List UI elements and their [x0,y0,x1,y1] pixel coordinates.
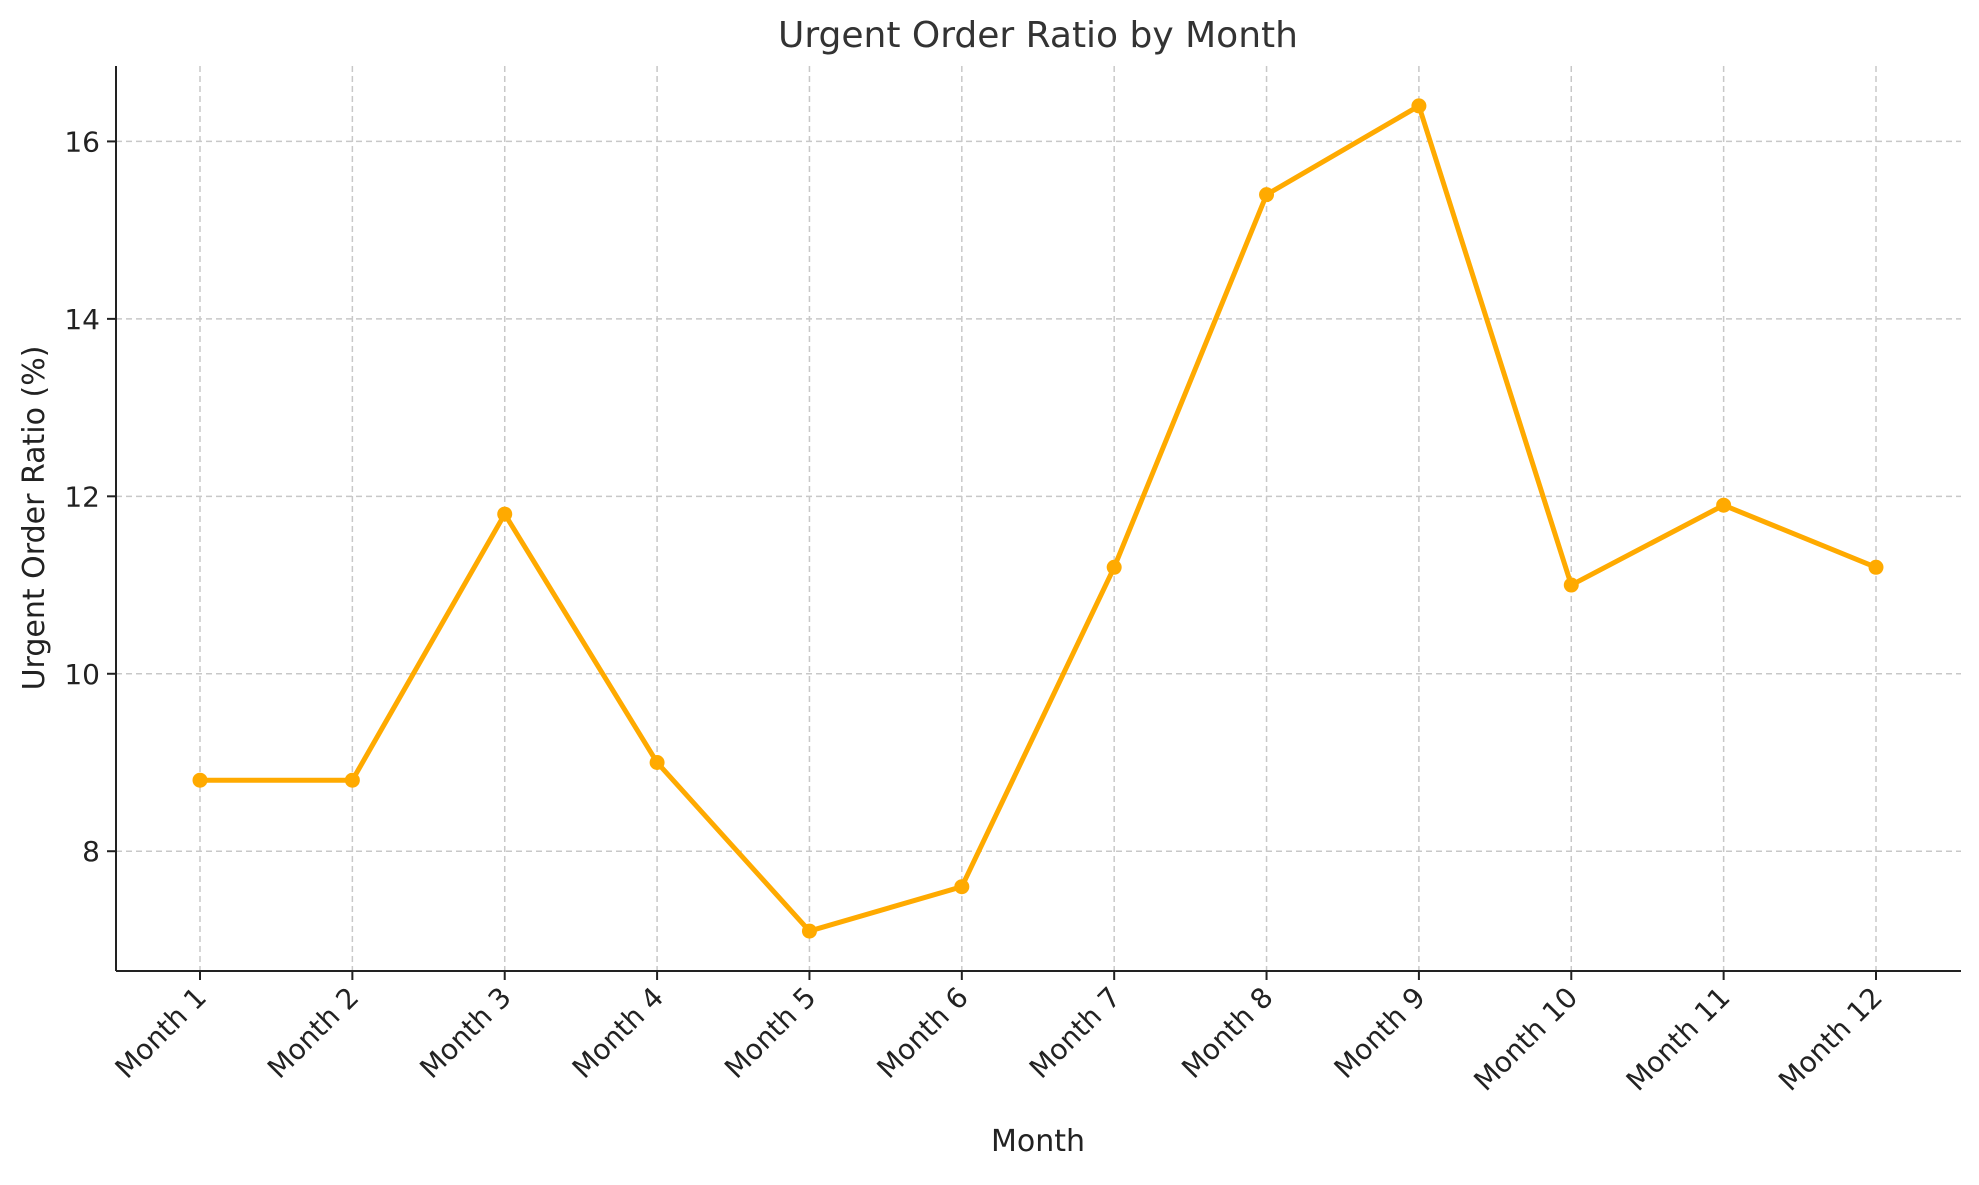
data-point [1868,559,1884,575]
chart-title: Urgent Order Ratio by Month [778,15,1298,56]
data-point [497,506,513,522]
series [192,98,1884,939]
x-axis-label: Month [991,1124,1085,1159]
data-point [1259,187,1275,203]
y-tick-label: 10 [64,658,100,691]
data-point [649,754,665,770]
data-point [192,772,208,788]
y-tick-label: 12 [64,480,100,513]
data-point [1106,559,1122,575]
y-tick-label: 8 [82,835,100,868]
axes [115,66,1961,972]
series-line [197,103,1879,934]
gridlines [116,66,1961,971]
data-point [1411,98,1427,114]
data-point [801,923,817,939]
y-tick-label: 16 [64,125,100,158]
y-tick-label: 14 [64,303,100,336]
data-point [1563,577,1579,593]
y-ticks: 8 10 12 14 16 [64,125,116,868]
data-point [954,879,970,895]
data-point [1716,497,1732,513]
data-point [344,772,360,788]
y-axis-label: Urgent Order Ratio (%) [17,346,52,691]
